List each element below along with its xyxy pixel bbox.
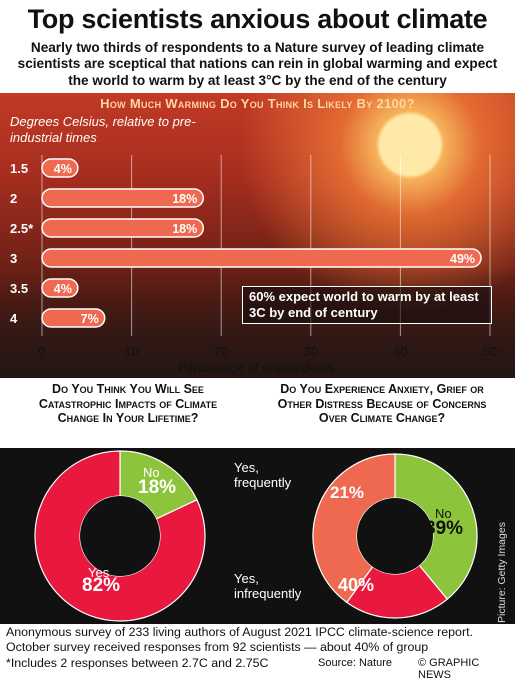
bar-value-label: 4% [54,162,72,176]
left-donut-hole [80,496,160,576]
left-donut-no-value: 18% [138,477,177,498]
category-label: 2 [10,191,17,206]
right-donut-frequent-value: 21% [330,483,365,502]
right-donut-infrequent-value: 40% [338,575,375,595]
warming-bar-chart: 0 10 20 30 40 50 1.5 4% 2 18% 2.5* 18% 3 49% 3.5 4% 4 7% [10,155,497,359]
bar-chart-x-axis-label: Percentage of respondents [178,360,335,375]
right-donut-no-label: No [435,506,452,521]
category-label: 2.5* [10,221,34,236]
left-donut-no-label: No [143,465,160,480]
bar [41,188,205,208]
bar-chart-unit-label: Degrees Celsius, relative to pre-industr… [10,114,196,145]
x-tick-label: 40 [393,344,407,359]
x-tick-label: 10 [124,344,138,359]
left-donut-yes-value: 82% [82,575,121,596]
bar-value-label: 18% [172,192,197,206]
bar [41,308,106,328]
bar-value-label: 49% [450,252,475,266]
category-label: 1.5 [10,161,28,176]
question-anxiety: Do You Experience Anxiety, Grief or Othe… [277,382,487,426]
donut-charts [34,450,478,622]
bar-chart-title: How Much Warming Do You Think Is Likely … [100,96,415,111]
annotation-box: 60% expect world to warm by at least 3C … [242,286,492,324]
category-label: 4 [10,311,18,326]
right-donut-hole [357,498,433,574]
x-tick-label: 50 [483,344,497,359]
headline: Top scientists anxious about climate [27,4,488,34]
source: Source: Nature [318,657,392,669]
x-tick-label: 0 [38,344,45,359]
x-tick-label: 30 [304,344,318,359]
bar-value-label: 4% [54,282,72,296]
category-label: 3.5 [10,281,28,296]
bar-value-label: 7% [81,312,99,326]
right-donut-no-value: 39% [425,518,464,539]
footnote-star: *Includes 2 responses between 2.7C and 2… [6,656,269,670]
category-label: 3 [10,251,17,266]
bar [41,278,79,298]
footnote: Anonymous survey of 233 living authors o… [6,625,473,654]
question-catastrophic-impacts: Do You Think You Will See Catastrophic I… [38,382,218,426]
photo-credit: Picture: Getty Images [496,522,508,623]
right-donut-infrequent-label: Yes, infrequently [234,571,302,601]
bar-value-label: 18% [172,222,197,236]
standfirst: Nearly two thirds of respondents to a Na… [17,40,498,88]
brand-credit: © GRAPHIC NEWS [418,657,480,681]
right-donut-frequent-label: Yes, frequently [234,460,292,490]
left-donut-yes-label: Yes [88,565,110,580]
x-tick-label: 20 [214,344,228,359]
bar [41,158,79,178]
bar [41,218,205,238]
bar [41,248,482,268]
